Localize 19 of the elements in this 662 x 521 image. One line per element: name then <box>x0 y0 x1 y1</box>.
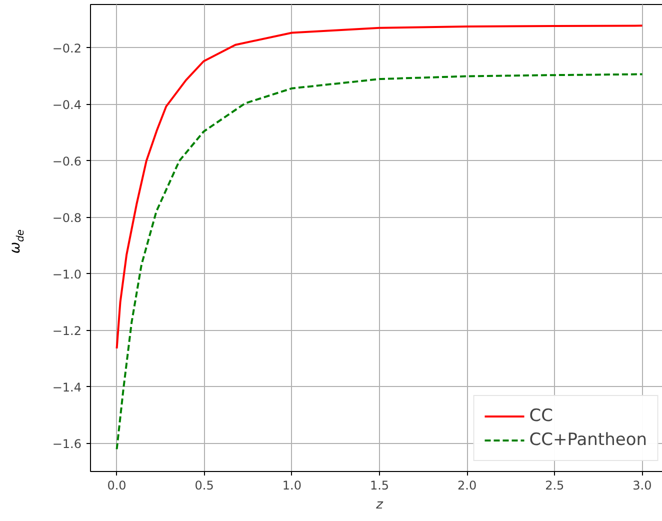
y-tick-label: −0.2 <box>52 41 82 56</box>
x-tick-label: 1.0 <box>282 478 302 492</box>
y-tick-label: −0.6 <box>52 154 82 168</box>
legend-label: CC <box>529 406 553 426</box>
line-series <box>116 24 644 350</box>
x-tick-label: 0.0 <box>107 478 126 492</box>
legend-label: CC+Pantheon <box>529 430 647 450</box>
y-tick-label: −0.8 <box>52 210 82 225</box>
x-tick-label: 2.0 <box>458 478 477 492</box>
y-tick-label: −1.6 <box>52 436 82 451</box>
x-tick-label: 2.5 <box>545 478 564 492</box>
y-tick-label: −1.4 <box>52 380 82 394</box>
x-tick-label: 3.0 <box>632 478 652 492</box>
y-tick-label: −1.2 <box>52 324 82 338</box>
x-tick-label: 0.5 <box>194 478 214 492</box>
y-tick-label: −0.4 <box>52 98 82 112</box>
x-tick-label: 1.5 <box>370 478 390 492</box>
x-axis-title: z <box>375 498 384 512</box>
y-tick-label: −1.0 <box>52 267 82 282</box>
